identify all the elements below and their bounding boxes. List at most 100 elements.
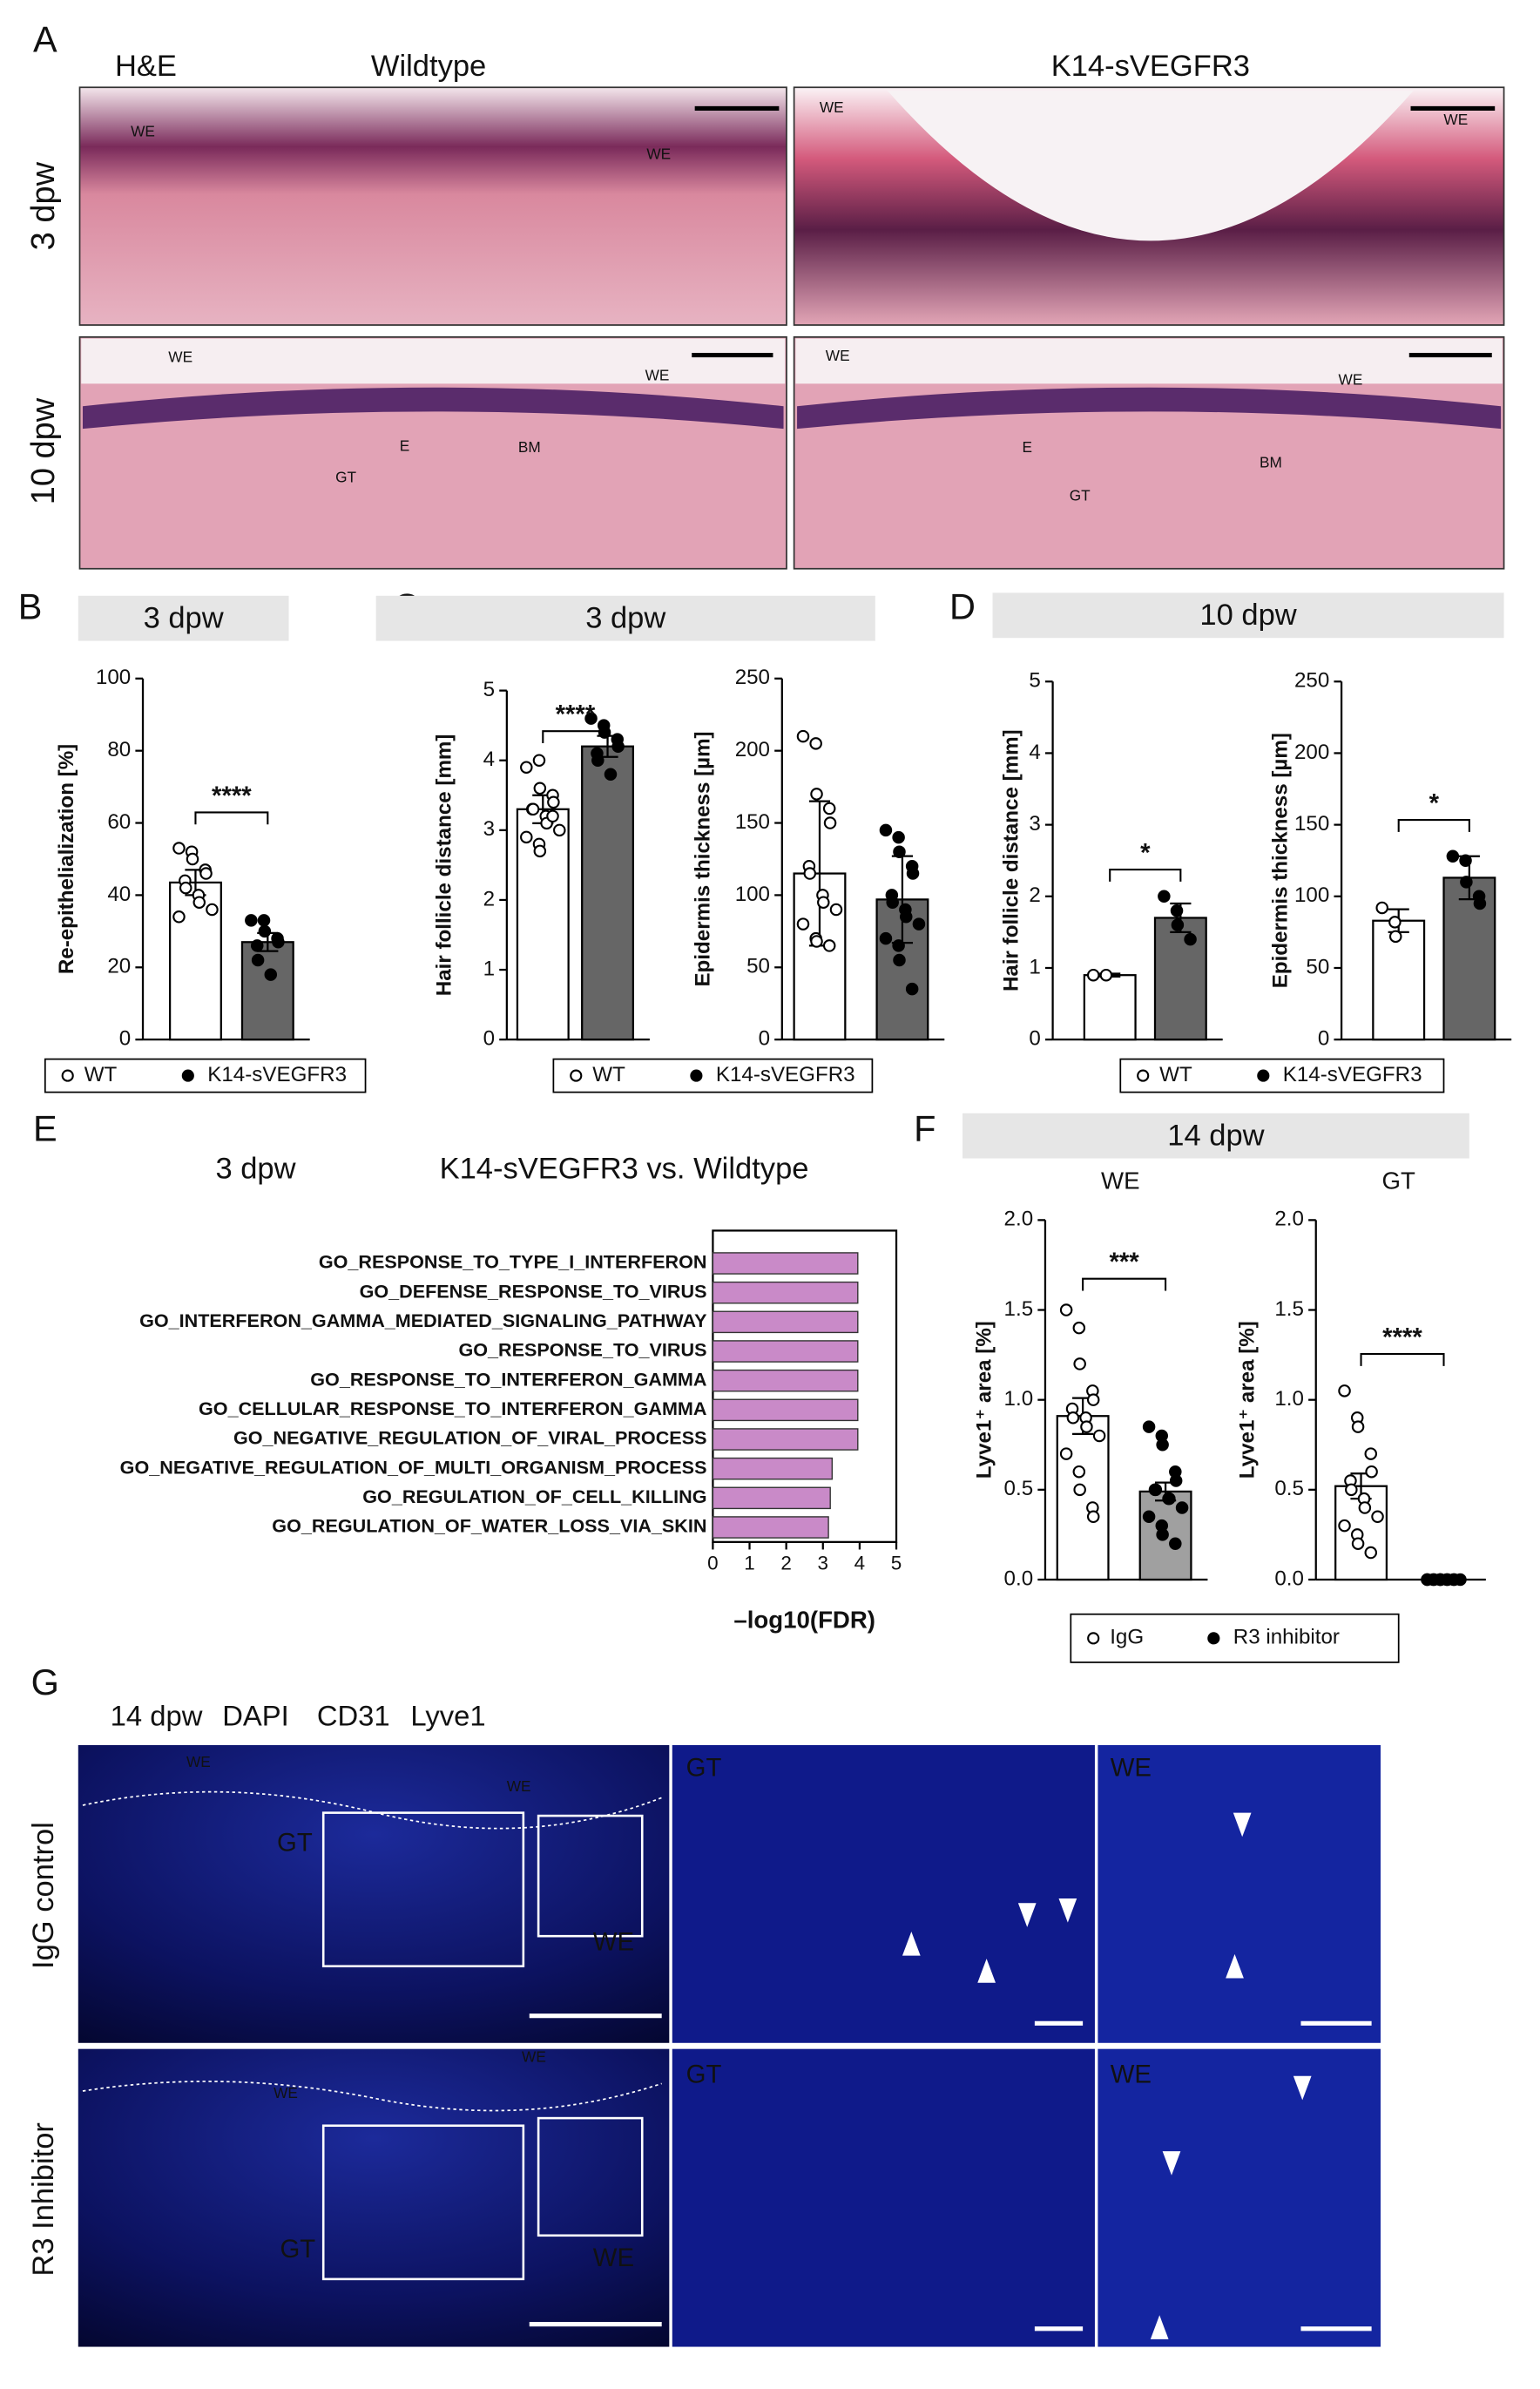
y-tick-label: 1.5 (1004, 1297, 1034, 1321)
image-annotation: WE (645, 366, 670, 383)
chart-title: WE (1101, 1167, 1139, 1194)
data-point (1184, 932, 1197, 946)
y-tick-label: 0.0 (1274, 1567, 1304, 1590)
x-tick-label: 2 (780, 1553, 791, 1574)
data-point (879, 931, 893, 945)
image-annotation: WE (1339, 370, 1363, 388)
data-point (172, 842, 186, 855)
data-point (829, 903, 843, 917)
data-point (1066, 1411, 1080, 1425)
y-tick-label: 0 (759, 1027, 770, 1051)
wound-gap (887, 90, 1414, 241)
bar (581, 745, 635, 1041)
bar (712, 1369, 859, 1392)
epidermis (797, 387, 1502, 430)
bar (1442, 876, 1496, 1041)
channel-label: CD31 (317, 1700, 390, 1732)
y-tick-label: 150 (735, 810, 770, 834)
arrowhead (977, 1959, 996, 1983)
image-annotation: GT (1070, 486, 1091, 504)
data-point (1059, 1303, 1073, 1316)
significance-bracket (1360, 1352, 1445, 1366)
panel-label: D (949, 585, 976, 626)
x-tick-label: 4 (854, 1553, 865, 1574)
data-point (822, 802, 836, 816)
legend-marker (1207, 1632, 1220, 1645)
data-point (520, 830, 533, 844)
image-annotation: WE (1111, 2061, 1152, 2089)
data-point (1364, 1447, 1378, 1460)
bar (712, 1457, 833, 1480)
data-point (906, 867, 920, 880)
legend-marker (181, 1069, 194, 1082)
header-box (375, 595, 875, 641)
y-tick-label: 4 (1029, 741, 1040, 764)
bar (712, 1340, 859, 1363)
data-point (1175, 1501, 1189, 1514)
data-point (591, 754, 605, 767)
inset-box (537, 2116, 644, 2237)
chart-title: GT (1382, 1167, 1415, 1194)
data-point (546, 809, 559, 823)
data-point (822, 939, 836, 952)
legend-entry: K14-sVEGFR3 (207, 1063, 347, 1086)
data-point (1092, 1429, 1106, 1443)
arrowhead (1226, 1953, 1244, 1979)
he-image (78, 86, 787, 326)
panel-a-images (78, 86, 1505, 570)
y-tick-label: 5 (483, 678, 495, 701)
boundary (82, 2081, 662, 2112)
y-tick-label: 200 (735, 738, 770, 761)
arrowhead (1058, 1898, 1077, 1923)
column-label: Wildtype (371, 50, 486, 83)
image-annotation: WE (186, 1753, 211, 1770)
header-box (78, 595, 289, 641)
y-tick-label: 250 (735, 666, 770, 689)
data-point (809, 737, 822, 750)
y-tick-label: 2.0 (1274, 1208, 1304, 1231)
image-annotation: E (1022, 438, 1032, 456)
image-annotation: WE (274, 2084, 298, 2101)
data-point (810, 788, 823, 801)
data-point (611, 740, 625, 753)
data-point (879, 823, 893, 837)
data-point (272, 936, 285, 949)
significance-bracket (542, 730, 609, 744)
data-point (1345, 1483, 1358, 1497)
image-annotation: WE (593, 2243, 634, 2272)
bar (1153, 917, 1207, 1041)
legend-marker (570, 1069, 583, 1082)
legend-entry: R3 inhibitor (1233, 1626, 1340, 1649)
data-point (892, 939, 905, 952)
image-annotation: WE (593, 1928, 634, 1957)
bar (1056, 1415, 1110, 1581)
legend-box (1070, 1613, 1400, 1663)
fluorescence-image (1098, 1744, 1381, 2043)
significance: **** (212, 782, 252, 810)
significance: * (1429, 789, 1440, 818)
data-point (1351, 1420, 1365, 1433)
bar (240, 941, 294, 1041)
data-point (1388, 916, 1402, 929)
image-annotation: WE (826, 347, 850, 364)
image-annotation: GT (686, 1753, 722, 1782)
y-tick-label: 20 (107, 955, 131, 978)
image-annotation: GT (335, 469, 356, 486)
column-label: K14-sVEGFR3 (1051, 50, 1250, 83)
y-axis-label: Lyve1⁺ area [%] (1235, 1321, 1259, 1479)
fluorescence-image (78, 2048, 670, 2347)
y-tick-label: GO_DEFENSE_RESPONSE_TO_VIRUS (360, 1280, 707, 1302)
legend-marker (61, 1069, 74, 1082)
y-tick-label: 1 (483, 957, 495, 980)
data-point (186, 852, 199, 866)
y-tick-label: 0.5 (1004, 1477, 1034, 1500)
image-annotation: WE (820, 98, 844, 116)
data-point (533, 782, 547, 795)
y-tick-label: 50 (1306, 955, 1329, 978)
stain-label: H&E (115, 50, 177, 83)
timepoint-label: 14 dpw (111, 1700, 203, 1732)
arrowhead (1017, 1903, 1037, 1927)
bar (712, 1398, 859, 1422)
inset-box (321, 1811, 525, 1968)
